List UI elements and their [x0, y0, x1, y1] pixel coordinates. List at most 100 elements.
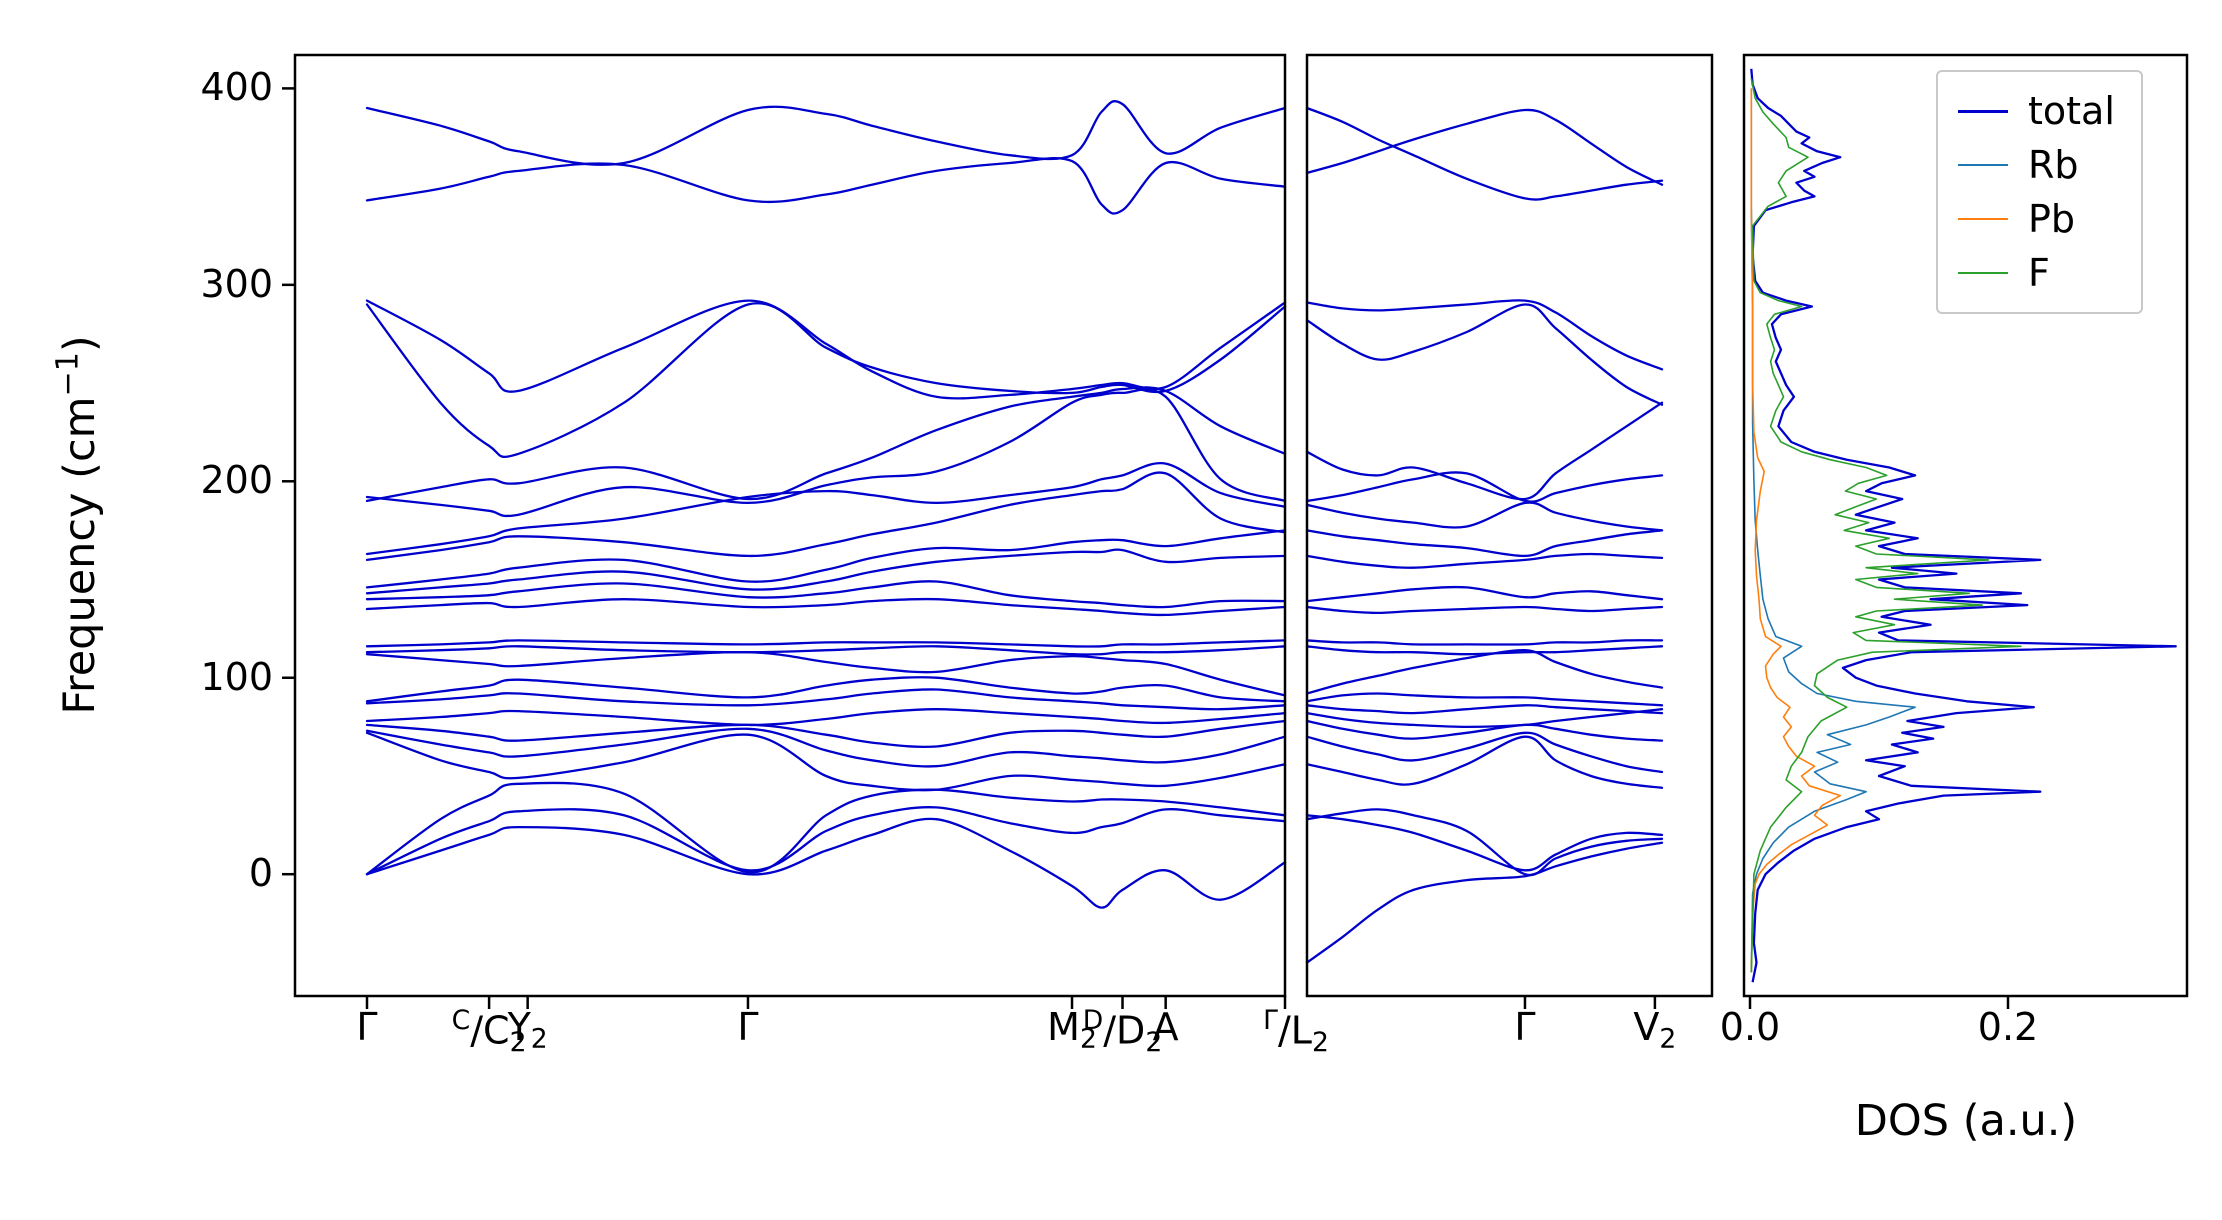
x-tick-label: V2: [1633, 1005, 1677, 1055]
phonon-band-line: [365, 719, 1287, 749]
dos-x-tick-label: 0.0: [1719, 1005, 1781, 1049]
phonon-band-line: [1305, 649, 1664, 695]
phonon-band-line: [365, 157, 1287, 215]
phonon-band-line: [1305, 731, 1664, 774]
phonon-band-line: [365, 302, 1287, 458]
dos-line-F: [1750, 78, 2022, 973]
label-segment: 2: [530, 1023, 548, 1055]
phonon-band-line: [365, 727, 1287, 768]
phonon-band-line: [365, 462, 1287, 556]
phonon-band-line: [1305, 585, 1664, 603]
legend-entry-total: total: [1958, 84, 2115, 138]
y-tick-label: 300: [200, 262, 273, 306]
dos-x-axis-label: DOS (a.u.): [1854, 1096, 2078, 1146]
label-segment: ): [55, 335, 106, 353]
phonon-band-line: [1305, 605, 1664, 615]
x-tick-label: C/C2: [451, 1005, 527, 1059]
phonon-band-line: [1305, 735, 1664, 789]
label-segment: M: [1047, 1005, 1080, 1049]
dos-panel-frame: [1742, 53, 2189, 998]
label-segment: D: [1082, 1005, 1104, 1036]
phonon-band-line: [365, 386, 1287, 503]
x-tick-label: D/D2: [1082, 1005, 1163, 1059]
legend-label-Rb: Rb: [2028, 143, 2079, 187]
label-segment: Γ: [1514, 1005, 1536, 1049]
phonon-band-line: [1305, 106, 1664, 201]
band-panel-frame-2: [1305, 53, 1714, 998]
legend-label-F: F: [2028, 251, 2050, 295]
label-segment: 2: [1311, 1027, 1329, 1059]
phonon-band-line: [365, 645, 1287, 656]
label-segment: L: [1290, 1008, 1312, 1053]
legend-entry-F: F: [1958, 246, 2115, 300]
label-segment: 2: [1659, 1023, 1677, 1055]
phonon-band-line: [365, 688, 1287, 711]
label-segment: C: [451, 1005, 471, 1036]
phonon-band-line: [1305, 108, 1664, 186]
phonon-band-line: [365, 299, 1287, 400]
phonon-band-line: [1305, 645, 1664, 656]
y-tick-label: 100: [200, 654, 273, 699]
phonon-band-line: [1305, 704, 1664, 715]
y-tick-label: 400: [200, 65, 273, 110]
phonon-band-line: [365, 806, 1287, 876]
phonon-band-line: [1305, 692, 1664, 707]
x-tick-label: Γ: [356, 1005, 378, 1050]
phonon-band-line: [365, 100, 1287, 166]
legend: total Rb Pb F: [1936, 70, 2143, 314]
legend-line-F: [1958, 272, 2008, 274]
label-segment: A: [1152, 1005, 1179, 1049]
phonon-band-line: [1305, 401, 1664, 501]
label-segment: 2: [509, 1027, 527, 1059]
phonon-band-line: [1305, 639, 1664, 646]
label-segment: 2: [1145, 1027, 1163, 1059]
phonon-band-line: [1305, 719, 1664, 742]
label-segment: Frequency (cm: [55, 396, 106, 715]
x-tick-label: Γ: [737, 1005, 759, 1050]
phonon-band-line: [365, 597, 1287, 617]
label-segment: Γ: [1263, 1005, 1278, 1036]
label-segment: 2: [1079, 1023, 1097, 1055]
label-segment: Γ: [356, 1005, 378, 1049]
label-segment: /: [470, 1008, 484, 1053]
x-tick-label: Y2: [507, 1005, 548, 1055]
phonon-band-line: [365, 639, 1287, 648]
phonon-band-line: [365, 650, 1287, 697]
dos-line-Pb: [1750, 88, 1842, 973]
phonon-band-line: [1305, 814, 1664, 872]
y-tick-label: 200: [200, 458, 273, 503]
legend-entry-Rb: Rb: [1958, 138, 2115, 192]
legend-line-Pb: [1958, 218, 2008, 220]
label-segment: Γ: [737, 1005, 759, 1049]
phonon-band-line: [1305, 808, 1664, 877]
phonon-band-line: [365, 817, 1287, 909]
phonon-band-line: [1305, 552, 1664, 569]
dos-x-tick-label: 0.2: [1977, 1005, 2039, 1049]
legend-entry-Pb: Pb: [1958, 192, 2115, 246]
phonon-band-line: [365, 708, 1287, 727]
phonon-band-line: [365, 580, 1287, 609]
phonon-band-line: [365, 548, 1287, 595]
label-segment: Y: [507, 1005, 531, 1049]
phonon-band-line: [1305, 471, 1664, 503]
phonon-band-line: [365, 676, 1287, 703]
phonon-band-line: [1305, 303, 1664, 406]
dos-line-Rb: [1750, 88, 1916, 973]
phonon-band-line: [365, 781, 1287, 876]
phonon-band-line: [1305, 708, 1664, 729]
x-tick-label: A: [1152, 1005, 1179, 1050]
x-tick-label: Γ: [1514, 1005, 1536, 1050]
legend-line-Rb: [1958, 164, 2008, 166]
label-segment: −1: [50, 352, 86, 397]
x-tick-label: M2: [1047, 1005, 1097, 1055]
label-segment: D: [1116, 1008, 1146, 1053]
legend-line-total: [1958, 109, 2008, 113]
legend-label-total: total: [2028, 89, 2115, 133]
y-axis-label: Frequency (cm−1): [50, 335, 106, 715]
phonon-band-line: [1305, 501, 1664, 532]
phonon-band-line: [365, 529, 1287, 589]
label-segment: V: [1633, 1005, 1660, 1049]
phonon-band-line: [365, 731, 1287, 792]
phonon-band-line: [365, 471, 1287, 562]
